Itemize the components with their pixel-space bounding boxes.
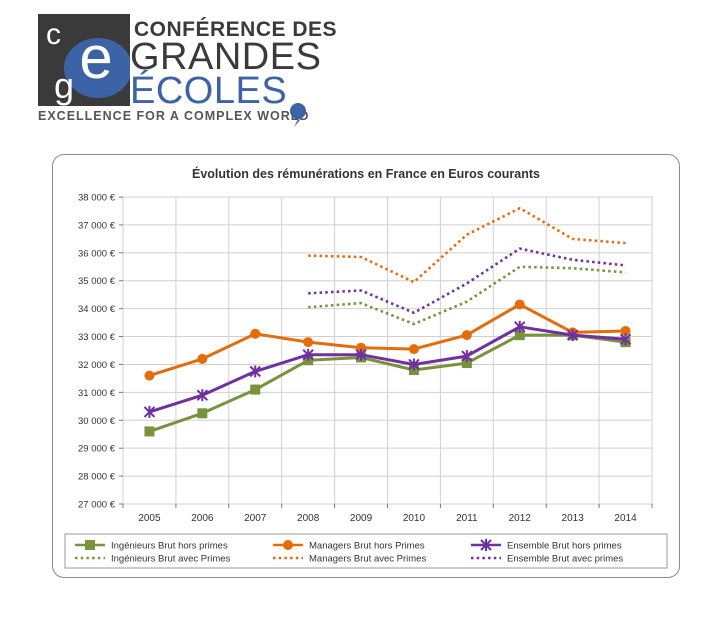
data-point [408, 344, 419, 355]
x-tick-label: 2008 [297, 513, 320, 524]
cge-logo-mark: e g c [38, 14, 130, 106]
cge-logo: e g c CONFÉRENCE DES GRANDES ÉCOLES EXCE… [38, 14, 338, 127]
data-point-legend [480, 539, 492, 551]
chart-title: Évolution des rémunérations en France en… [192, 166, 540, 181]
data-point [461, 358, 472, 369]
svg-text:c: c [46, 18, 61, 51]
data-point [250, 384, 261, 395]
legend-box [64, 533, 668, 569]
line-chart: Évolution des rémunérations en France en… [64, 166, 668, 569]
data-point [408, 358, 420, 371]
series-3 [143, 320, 632, 418]
data-point [196, 389, 209, 402]
data-point [144, 370, 155, 381]
x-tick-label: 2012 [509, 513, 532, 524]
series-6 [308, 247, 626, 315]
y-tick-label: 32 000 € [78, 360, 116, 371]
legend: Ingénieurs Brut hors primes Managers Brut… [64, 533, 668, 569]
gridlines [122, 196, 653, 505]
series-line [308, 206, 626, 284]
legend-item: Managers Brut hors Primes [273, 540, 425, 552]
svg-text:e: e [79, 24, 112, 91]
y-tick-label: 29 000 € [78, 444, 116, 455]
series-4 [308, 265, 626, 326]
series-line [149, 333, 626, 433]
y-tick-label: 35 000 € [78, 276, 116, 287]
x-axis: 2005 2006 2007 2008 2009 2010 2011 2012 2013 2014 [122, 504, 653, 524]
series-2 [144, 299, 631, 381]
legend-label: Ingénieurs Brut hors primes [111, 541, 228, 552]
legend-label: Managers Brut hors Primes [309, 541, 425, 552]
y-tick-label: 34 000 € [78, 304, 116, 315]
x-tick-label: 2010 [403, 513, 426, 524]
data-point [461, 350, 473, 363]
x-tick-label: 2007 [244, 513, 267, 524]
y-tick-label: 31 000 € [78, 388, 116, 399]
legend-item: Ensemble Brut avec primes [471, 554, 623, 565]
x-tick-label: 2014 [614, 513, 637, 524]
x-tick-label: 2011 [456, 513, 478, 524]
data-point [143, 405, 156, 418]
logo-drop-icon [290, 103, 306, 127]
logo-line-1: CONFÉRENCE DES [134, 18, 338, 41]
y-tick-label: 38 000 € [78, 193, 116, 204]
data-point [514, 330, 525, 341]
y-tick-label: 27 000 € [78, 500, 116, 511]
data-point [566, 329, 579, 342]
y-tick-label: 37 000 € [78, 220, 116, 231]
y-tick-label: 36 000 € [78, 248, 116, 259]
data-point [356, 342, 367, 353]
y-tick-label: 33 000 € [78, 332, 116, 343]
data-point [514, 299, 525, 310]
legend-label: Managers Brut avec Primes [309, 554, 426, 565]
data-point-legend [85, 540, 95, 550]
logo-tagline: EXCELLENCE FOR A COMPLEX WORLD [38, 109, 310, 123]
data-point [197, 353, 208, 364]
logo-line-2: GRANDES [130, 36, 322, 78]
data-point [197, 408, 208, 419]
series-layer [143, 206, 632, 437]
x-tick-label: 2005 [138, 513, 161, 524]
data-point [250, 328, 261, 339]
legend-item: Ingénieurs Brut avec Primes [75, 554, 231, 565]
data-point [144, 426, 155, 437]
legend-item: Ensemble Brut hors primes [471, 539, 622, 552]
y-axis: 27 000 € 28 000 € 29 000 € 30 000 € 31 000 €… [78, 193, 123, 511]
data-point [355, 348, 367, 361]
x-tick-label: 2009 [350, 513, 373, 524]
svg-text:g: g [54, 65, 74, 106]
x-tick-label: 2013 [562, 513, 585, 524]
y-tick-label: 28 000 € [78, 472, 116, 483]
legend-item: Managers Brut avec Primes [273, 554, 426, 565]
legend-label: Ingénieurs Brut avec Primes [111, 554, 231, 565]
x-tick-label: 2006 [191, 513, 214, 524]
chart-frame: Évolution des rémunérations en France en… [52, 154, 680, 578]
legend-label: Ensemble Brut avec primes [507, 554, 623, 565]
data-point [620, 325, 631, 336]
series-5 [308, 206, 626, 284]
data-point [461, 330, 472, 341]
data-point [302, 348, 314, 361]
legend-item: Ingénieurs Brut hors primes [75, 540, 228, 552]
data-point-legend [283, 540, 293, 550]
data-point [303, 337, 314, 348]
legend-label: Ensemble Brut hors primes [507, 541, 622, 552]
logo-line-3: ÉCOLES [130, 70, 288, 112]
data-point [619, 333, 632, 346]
series-line [308, 265, 626, 326]
series-line [149, 325, 626, 414]
series-line [149, 302, 626, 378]
data-point [249, 365, 261, 378]
y-tick-label: 30 000 € [78, 416, 116, 427]
series-line [308, 247, 626, 315]
data-point [514, 320, 526, 333]
